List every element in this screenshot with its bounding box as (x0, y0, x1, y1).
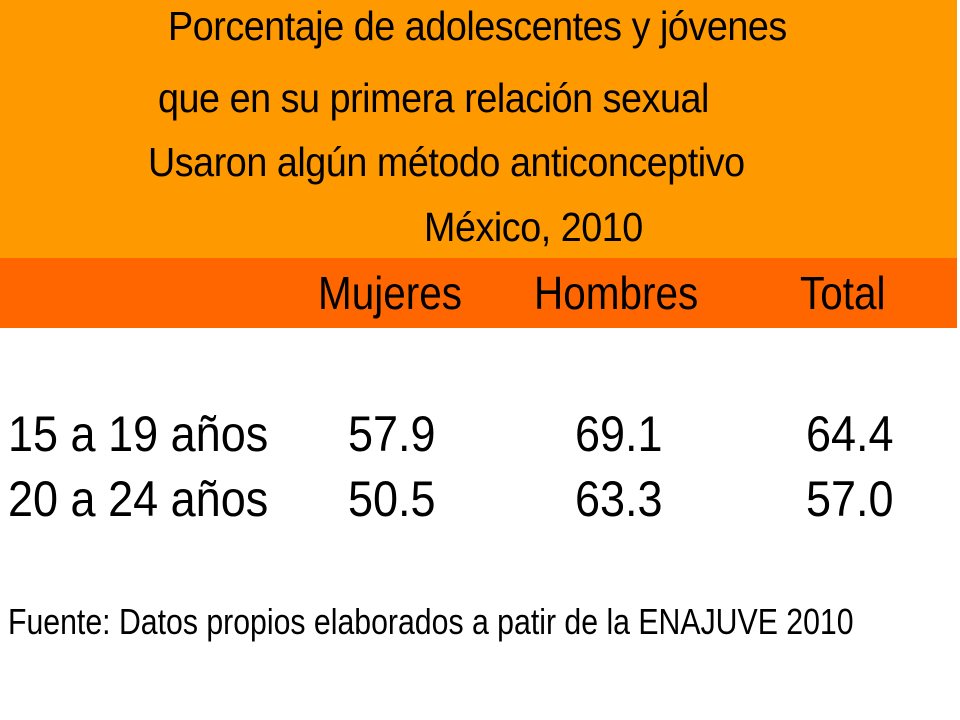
cell-15-19-hombres: 69.1 (575, 406, 663, 462)
column-header-hombres: Hombres (534, 267, 699, 319)
title-line-3: Usaron algún método anticonceptivo (148, 139, 745, 185)
cell-15-19-total: 64.4 (806, 406, 894, 462)
title-band: Porcentaje de adolescentes y jóvenes que… (0, 0, 957, 258)
source-note: Fuente: Datos propios elaborados a patir… (8, 601, 854, 642)
cell-20-24-hombres: 63.3 (575, 471, 663, 527)
title-line-2: que en su primera relación sexual (158, 75, 709, 121)
title-line-1: Porcentaje de adolescentes y jóvenes (168, 3, 787, 49)
data-table: 15 a 19 años 57.9 69.1 64.4 20 a 24 años… (0, 395, 957, 545)
cell-15-19-mujeres: 57.9 (348, 406, 436, 462)
cell-20-24-mujeres: 50.5 (348, 471, 436, 527)
title-line-4: México, 2010 (424, 204, 643, 250)
row-label-15-19: 15 a 19 años (8, 406, 269, 462)
cell-20-24-total: 57.0 (806, 471, 894, 527)
column-header-total: Total (800, 267, 886, 319)
column-header-mujeres: Mujeres (318, 267, 462, 319)
column-header-band: Mujeres Hombres Total (0, 258, 957, 328)
row-label-20-24: 20 a 24 años (8, 471, 269, 527)
